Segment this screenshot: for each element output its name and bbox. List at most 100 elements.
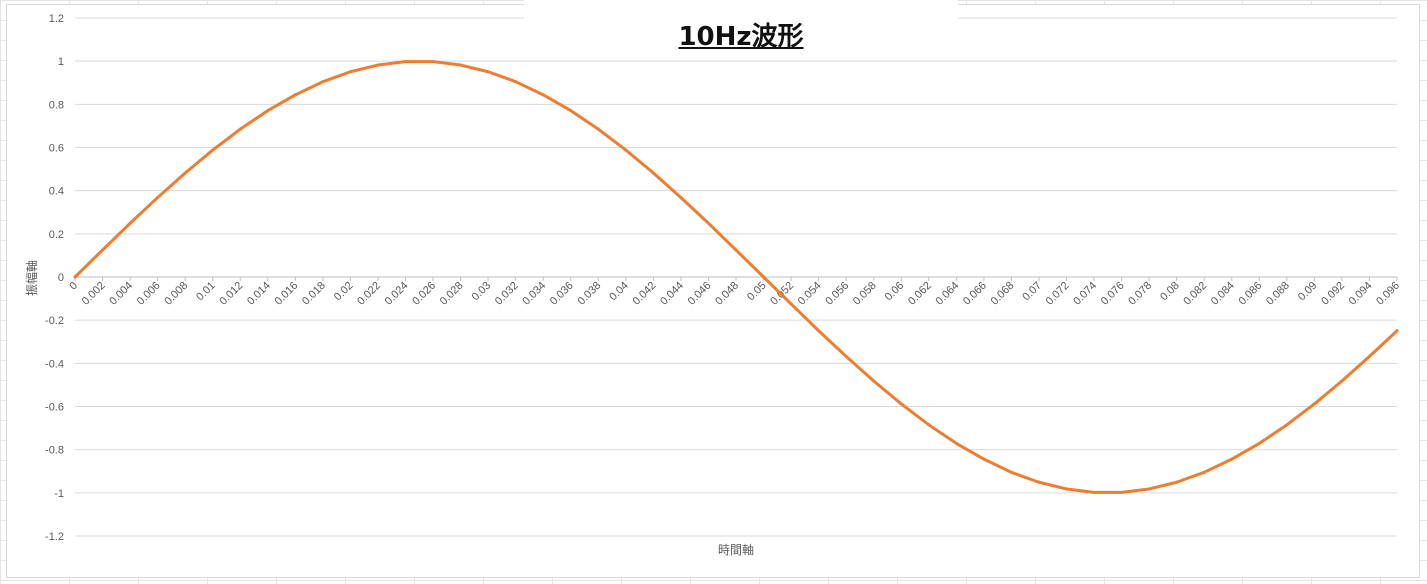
data-point bbox=[817, 329, 821, 333]
chart-title-background bbox=[524, 0, 958, 60]
data-point bbox=[1312, 402, 1316, 406]
x-tick-label: 0.056 bbox=[823, 280, 851, 308]
data-point bbox=[1340, 379, 1344, 383]
data-point bbox=[706, 221, 710, 225]
x-tick-label: 0.062 bbox=[906, 280, 934, 308]
data-point bbox=[459, 63, 463, 67]
data-point bbox=[1395, 329, 1399, 333]
x-tick-label: 0.004 bbox=[107, 280, 135, 308]
x-tick-label: 0.08 bbox=[1158, 280, 1182, 304]
data-point bbox=[1065, 487, 1068, 491]
data-point bbox=[183, 171, 187, 175]
data-point bbox=[348, 70, 352, 74]
data-point bbox=[872, 379, 876, 383]
y-tick-label: -0.8 bbox=[45, 445, 64, 457]
x-tick-label: 0.012 bbox=[217, 280, 245, 308]
data-point bbox=[156, 196, 160, 200]
y-tick-label: 0 bbox=[58, 272, 64, 284]
y-tick-label: -1 bbox=[54, 488, 64, 500]
x-axis: 0 0.002 0.004 0.006 0.008 0.01 0.012 0.014 0.016… bbox=[67, 276, 1402, 308]
x-tick-label: 0.04 bbox=[607, 280, 631, 304]
x-tick-label: 0.09 bbox=[1296, 280, 1320, 304]
x-tick-label: 0.014 bbox=[245, 280, 273, 308]
x-tick-label: 0.01 bbox=[194, 280, 218, 304]
x-tick-label: 0.086 bbox=[1236, 280, 1264, 308]
y-tick-label: -0.2 bbox=[45, 315, 64, 327]
x-tick-label: 0.048 bbox=[713, 280, 741, 308]
data-point bbox=[624, 148, 628, 152]
data-point bbox=[954, 441, 958, 445]
y-axis-label: 振幅軸 bbox=[24, 260, 39, 296]
x-tick-label: 0.032 bbox=[493, 280, 521, 308]
x-tick-label: 0.002 bbox=[80, 280, 108, 308]
x-tick-label: 0.006 bbox=[135, 280, 163, 308]
x-tick-label: 0.096 bbox=[1374, 280, 1402, 308]
x-tick-label: 0.092 bbox=[1319, 280, 1347, 308]
data-point bbox=[1175, 480, 1179, 484]
x-tick-label: 0.082 bbox=[1181, 280, 1209, 308]
x-tick-label: 0.036 bbox=[548, 280, 576, 308]
data-point bbox=[982, 457, 986, 461]
x-tick-label: 0.034 bbox=[520, 280, 548, 308]
y-axis-tick-labels: -1.2 -1 -0.8 -0.6 -0.4 -0.2 0 0.2 0.4 0.6 0.8 1 1.2 bbox=[45, 13, 64, 543]
y-tick-label: 1.2 bbox=[49, 13, 64, 25]
x-tick-label: 0.046 bbox=[686, 280, 714, 308]
data-point bbox=[734, 248, 738, 252]
data-point bbox=[321, 80, 325, 84]
y-tick-label: -0.4 bbox=[45, 358, 64, 370]
data-point bbox=[1285, 423, 1289, 427]
data-point bbox=[266, 109, 270, 113]
y-tick-label: 1 bbox=[58, 56, 64, 68]
x-tick-label: 0.016 bbox=[273, 280, 301, 308]
x-tick-label: 0.05 bbox=[745, 280, 769, 304]
data-point bbox=[238, 127, 242, 131]
data-point bbox=[1092, 490, 1096, 494]
x-tick-label: 0.078 bbox=[1126, 280, 1154, 308]
data-point bbox=[1009, 470, 1013, 474]
chart-title[interactable]: 10Hz波形 bbox=[678, 22, 804, 52]
x-tick-label: 0.094 bbox=[1347, 280, 1375, 308]
x-tick-label: 0.072 bbox=[1044, 280, 1072, 308]
data-point bbox=[927, 423, 931, 427]
data-point bbox=[1037, 480, 1041, 484]
x-tick-label: 0.018 bbox=[300, 280, 328, 308]
x-tick-label: 0.042 bbox=[631, 280, 659, 308]
x-axis-label: 時間軸 bbox=[718, 543, 754, 557]
data-point bbox=[293, 93, 297, 97]
x-tick-label: 0.07 bbox=[1020, 280, 1044, 304]
x-tick-label: 0.054 bbox=[796, 280, 824, 308]
data-point bbox=[899, 402, 903, 406]
x-tick-label: 0.06 bbox=[883, 280, 907, 304]
x-tick-label: 0.03 bbox=[470, 280, 494, 304]
x-tick-label: 0.074 bbox=[1071, 280, 1099, 308]
y-tick-label: 0.6 bbox=[49, 143, 64, 155]
x-tick-label: 0.076 bbox=[1099, 280, 1127, 308]
data-point bbox=[128, 221, 132, 225]
data-point bbox=[101, 248, 105, 252]
x-tick-label: 0.02 bbox=[332, 280, 356, 304]
data-point bbox=[679, 196, 683, 200]
data-point bbox=[541, 93, 545, 97]
y-tick-label: 0.8 bbox=[49, 99, 64, 111]
x-tick-label: 0.066 bbox=[961, 280, 989, 308]
y-tick-label: -1.2 bbox=[45, 531, 64, 543]
x-tick-label: 0.038 bbox=[575, 280, 603, 308]
data-point bbox=[1257, 441, 1261, 445]
x-tick-label: 0 bbox=[67, 280, 80, 293]
data-point bbox=[1230, 457, 1234, 461]
data-point bbox=[1120, 490, 1124, 494]
data-point bbox=[569, 109, 573, 113]
data-point bbox=[73, 275, 77, 279]
x-tick-label: 0.028 bbox=[438, 280, 466, 308]
x-tick-label: 0.084 bbox=[1209, 280, 1237, 308]
chart-area[interactable] bbox=[6, 4, 1420, 578]
data-point bbox=[376, 63, 380, 67]
data-point bbox=[1202, 470, 1206, 474]
x-tick-label: 0.026 bbox=[410, 280, 438, 308]
y-tick-label: 0.2 bbox=[49, 229, 64, 241]
x-tick-label: 0.064 bbox=[934, 280, 962, 308]
data-point bbox=[404, 60, 407, 64]
data-point bbox=[486, 70, 490, 74]
data-point bbox=[1147, 487, 1151, 491]
